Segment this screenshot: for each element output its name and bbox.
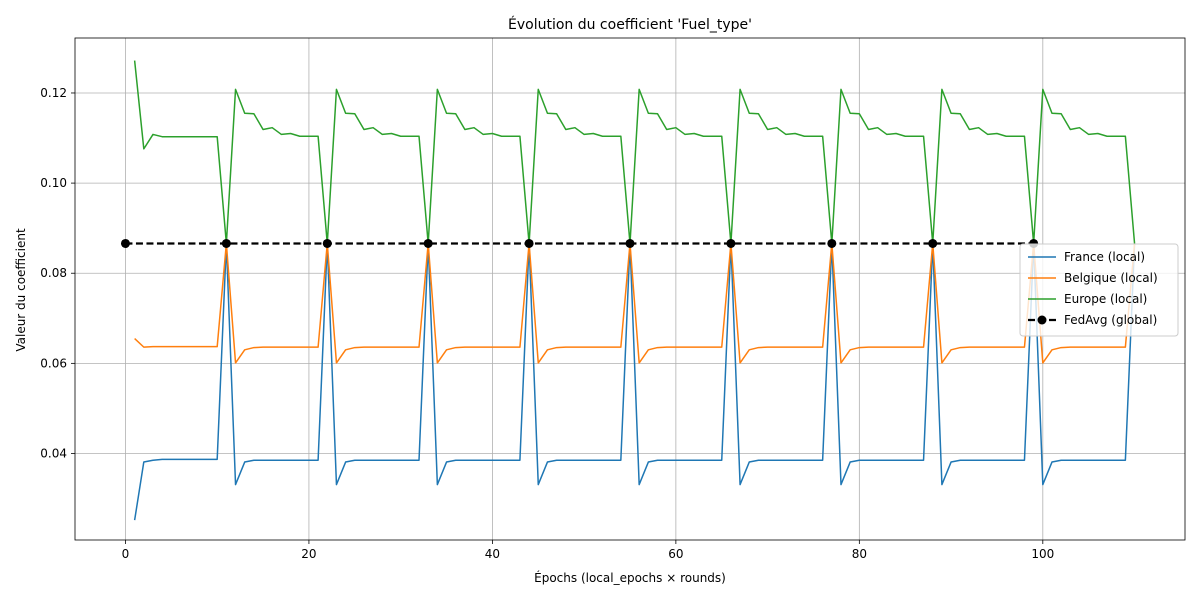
fedavg-point bbox=[726, 238, 736, 248]
y-tick-label: 0.08 bbox=[40, 266, 67, 280]
plot-area bbox=[74, 37, 1186, 541]
series-line-france bbox=[133, 242, 1136, 521]
legend-box bbox=[1019, 243, 1179, 337]
legend-label: France (local) bbox=[1064, 250, 1145, 264]
x-axis-label: Épochs (local_epochs × rounds) bbox=[534, 570, 726, 585]
fedavg-point bbox=[928, 238, 938, 248]
fedavg-point bbox=[423, 238, 433, 248]
y-tick-label: 0.12 bbox=[40, 86, 67, 100]
x-tick-label: 0 bbox=[122, 547, 130, 561]
series-line-belgique bbox=[134, 242, 1136, 364]
chart-title: Évolution du coefficient 'Fuel_type' bbox=[508, 16, 752, 33]
fedavg-point bbox=[827, 238, 837, 248]
legend-label: FedAvg (global) bbox=[1064, 313, 1157, 327]
x-tick-label: 100 bbox=[1031, 547, 1054, 561]
y-tick-label: 0.04 bbox=[40, 446, 67, 460]
series-line-europe bbox=[133, 60, 1136, 245]
x-tick-label: 80 bbox=[852, 547, 867, 561]
series-layer bbox=[120, 60, 1136, 521]
legend: France (local) Belgique (local) Europe (lo… bbox=[1019, 243, 1179, 337]
fedavg-point bbox=[322, 238, 332, 248]
fedavg-point bbox=[625, 238, 635, 248]
y-axis: 0.04 0.06 0.08 0.10 0.12 bbox=[40, 86, 75, 460]
y-tick-label: 0.10 bbox=[40, 176, 67, 190]
y-tick-label: 0.06 bbox=[40, 356, 67, 370]
x-tick-label: 60 bbox=[668, 547, 683, 561]
fedavg-point bbox=[524, 238, 534, 248]
fedavg-point bbox=[221, 238, 231, 248]
x-tick-label: 20 bbox=[301, 547, 316, 561]
legend-label: Belgique (local) bbox=[1064, 271, 1158, 285]
legend-label: Europe (local) bbox=[1064, 292, 1147, 306]
grid bbox=[75, 38, 1185, 540]
x-axis: 0 20 40 60 80 100 bbox=[122, 540, 1054, 561]
x-tick-label: 40 bbox=[485, 547, 500, 561]
y-axis-label: Valeur du coefficient bbox=[14, 228, 28, 352]
legend-marker bbox=[1037, 315, 1047, 325]
fedavg-point bbox=[120, 238, 130, 248]
plot-frame bbox=[74, 37, 1186, 541]
